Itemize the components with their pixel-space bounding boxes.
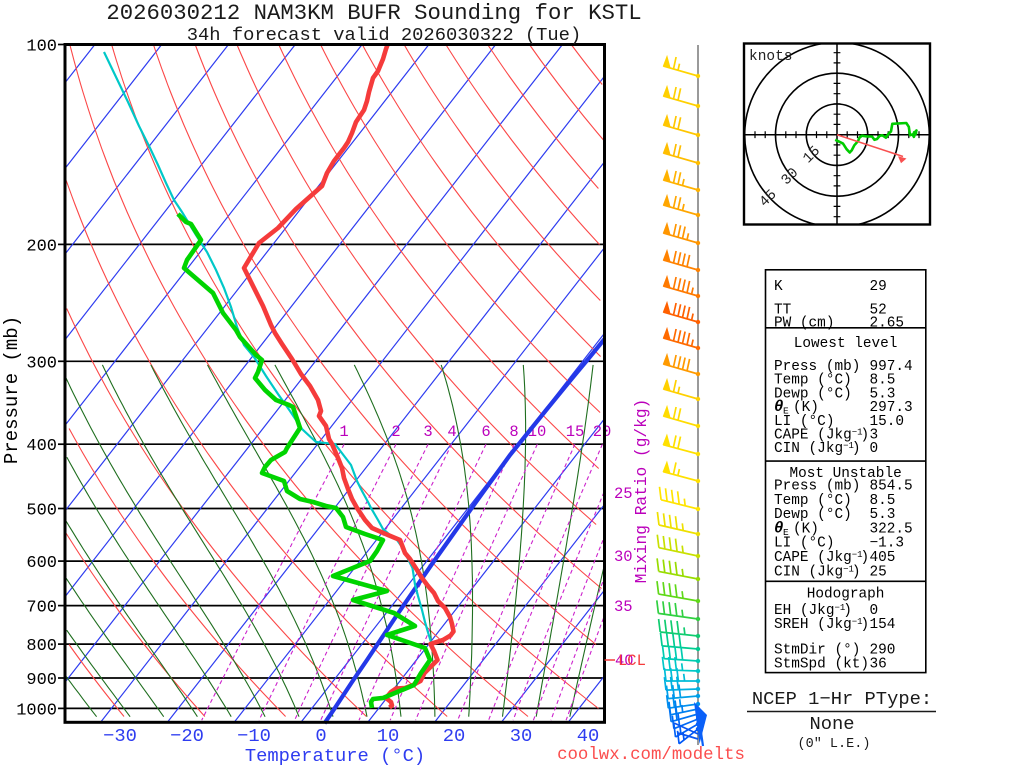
svg-text:0: 0	[870, 603, 879, 619]
svg-text:Hodograph: Hodograph	[807, 586, 885, 602]
svg-text:35: 35	[614, 598, 633, 616]
svg-text:−1.3: −1.3	[870, 536, 905, 552]
svg-text:6: 6	[481, 423, 490, 441]
svg-text:800: 800	[26, 637, 57, 656]
svg-text:3: 3	[423, 423, 432, 441]
svg-text:8.5: 8.5	[870, 493, 896, 509]
svg-text:29: 29	[870, 279, 887, 295]
svg-text:2026030212 NAM3KM BUFR Soundin: 2026030212 NAM3KM BUFR Sounding for KSTL	[106, 0, 641, 26]
svg-text:−20: −20	[170, 725, 204, 747]
svg-text:Pressure (mb): Pressure (mb)	[1, 316, 23, 464]
svg-text:Press (mb): Press (mb)	[774, 479, 860, 495]
svg-text:400: 400	[26, 437, 57, 456]
svg-text:5.3: 5.3	[870, 507, 896, 523]
svg-text:Lowest level: Lowest level	[794, 336, 898, 352]
svg-text:52: 52	[870, 303, 887, 319]
svg-text:Press (mb): Press (mb)	[774, 359, 860, 375]
svg-text:405: 405	[870, 550, 896, 566]
svg-text:Dewp (°C): Dewp (°C)	[774, 507, 852, 523]
svg-text:Mixing Ratio (g/kg): Mixing Ratio (g/kg)	[633, 399, 651, 584]
svg-text:30: 30	[614, 548, 633, 566]
svg-text:30: 30	[510, 725, 533, 747]
svg-text:Temperature (°C): Temperature (°C)	[245, 745, 425, 767]
svg-text:5.3: 5.3	[870, 386, 896, 402]
svg-text:700: 700	[26, 599, 57, 618]
svg-text:E: E	[783, 527, 789, 538]
svg-text:297.3: 297.3	[870, 400, 913, 416]
svg-text:knots: knots	[749, 49, 793, 65]
svg-text:854.5: 854.5	[870, 479, 913, 495]
svg-text:300: 300	[26, 354, 57, 373]
svg-text:322.5: 322.5	[870, 521, 913, 537]
svg-text:25: 25	[870, 564, 887, 580]
svg-text:15: 15	[800, 143, 824, 167]
svg-text:20: 20	[443, 725, 466, 747]
svg-text:997.4: 997.4	[870, 359, 913, 375]
svg-text:CIN (Jkg−1): CIN (Jkg−1)	[774, 564, 861, 580]
svg-text:8: 8	[509, 423, 518, 441]
svg-text:LI (°C): LI (°C)	[774, 536, 834, 552]
svg-text:3: 3	[870, 428, 879, 444]
svg-text:2.65: 2.65	[870, 316, 905, 332]
svg-text:Most Unstable: Most Unstable	[789, 466, 901, 482]
svg-text:−30: −30	[103, 725, 137, 747]
svg-text:None: None	[809, 713, 854, 735]
svg-text:StmDir (°): StmDir (°)	[774, 643, 860, 659]
svg-text:θ: θ	[774, 519, 783, 537]
svg-text:45: 45	[757, 187, 781, 211]
svg-text:30: 30	[779, 165, 803, 189]
svg-text:15.0: 15.0	[870, 414, 905, 430]
svg-text:(K): (K)	[793, 400, 819, 416]
svg-text:1: 1	[339, 423, 348, 441]
svg-text:25: 25	[614, 485, 633, 503]
svg-text:(0" L.E.): (0" L.E.)	[798, 737, 871, 752]
svg-text:NCEP 1−Hr PType:: NCEP 1−Hr PType:	[752, 688, 932, 710]
svg-text:TT: TT	[774, 303, 792, 319]
svg-text:CAPE (Jkg−1): CAPE (Jkg−1)	[774, 428, 869, 444]
svg-text:CIN (Jkg−1): CIN (Jkg−1)	[774, 441, 861, 457]
svg-text:−10: −10	[237, 725, 271, 747]
svg-text:154: 154	[870, 617, 896, 633]
svg-text:EH (Jkg−1): EH (Jkg−1)	[774, 603, 852, 619]
svg-text:500: 500	[26, 502, 57, 521]
svg-text:coolwx.com/modelts: coolwx.com/modelts	[557, 746, 745, 765]
svg-text:40: 40	[577, 725, 600, 747]
svg-text:8.5: 8.5	[870, 373, 896, 389]
svg-text:4: 4	[447, 423, 456, 441]
svg-text:E: E	[783, 406, 789, 417]
svg-text:θ: θ	[774, 398, 783, 416]
svg-text:LCL: LCL	[618, 652, 646, 670]
svg-text:0: 0	[315, 725, 326, 747]
svg-text:200: 200	[26, 237, 57, 256]
svg-text:0: 0	[870, 441, 879, 457]
svg-text:10: 10	[377, 725, 400, 747]
svg-text:K: K	[774, 279, 783, 295]
svg-text:PW (cm): PW (cm)	[774, 316, 834, 332]
svg-text:900: 900	[26, 671, 57, 690]
svg-text:15: 15	[566, 423, 585, 441]
svg-text:1000: 1000	[16, 701, 57, 720]
svg-text:SREH (Jkg−1): SREH (Jkg−1)	[774, 617, 869, 633]
svg-text:36: 36	[870, 657, 887, 673]
svg-text:Temp (°C): Temp (°C)	[774, 373, 852, 389]
svg-text:100: 100	[26, 38, 57, 57]
svg-text:LI (°C): LI (°C)	[774, 414, 834, 430]
svg-text:Temp (°C): Temp (°C)	[774, 493, 852, 509]
svg-text:20: 20	[593, 423, 612, 441]
svg-text:StmSpd (kt): StmSpd (kt)	[774, 657, 869, 673]
svg-text:(K): (K)	[793, 521, 819, 537]
svg-text:40: 40	[615, 652, 634, 670]
svg-text:CAPE (Jkg−1): CAPE (Jkg−1)	[774, 550, 869, 566]
svg-text:34h forecast valid 2026030322: 34h forecast valid 2026030322 (Tue)	[187, 24, 581, 46]
svg-text:2: 2	[391, 423, 400, 441]
svg-text:290: 290	[870, 643, 896, 659]
svg-text:600: 600	[26, 554, 57, 573]
svg-text:Dewp (°C): Dewp (°C)	[774, 386, 852, 402]
